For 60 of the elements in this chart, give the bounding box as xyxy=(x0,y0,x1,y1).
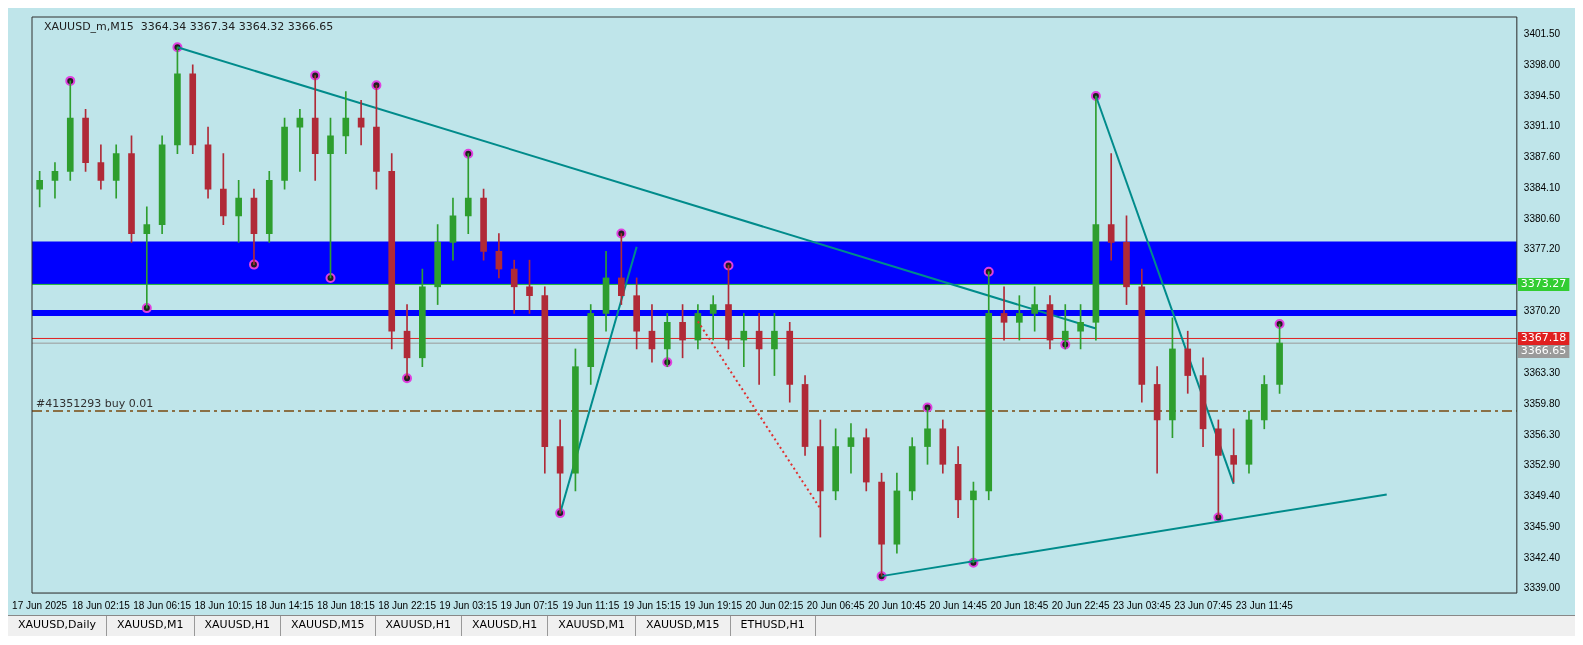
ref-line-label: 3367.18 xyxy=(1520,331,1567,345)
y-tick-label: 3349.40 xyxy=(1523,490,1561,502)
candlestick xyxy=(1000,286,1008,341)
ref-line-label: #41351293 buy 0.01 xyxy=(36,396,154,410)
y-tick-label: 3401.50 xyxy=(1523,27,1561,39)
y-tick-label: 3342.40 xyxy=(1523,552,1561,564)
y-tick-label: 3394.50 xyxy=(1523,89,1561,101)
y-tick-label: 3384.10 xyxy=(1523,182,1561,194)
x-tick-label: 20 Jun 10:45 xyxy=(867,599,927,611)
text: XAUUSD,M1 xyxy=(548,616,636,636)
x-tick-label: 18 Jun 10:15 xyxy=(194,599,253,611)
candlestick xyxy=(709,295,717,341)
point xyxy=(325,272,336,283)
x-tick-label: 18 Jun 14:15 xyxy=(255,599,314,611)
y-tick-label: 3377.20 xyxy=(1523,243,1561,255)
x-tick-label: 19 Jun 19:15 xyxy=(684,599,743,611)
x-tick-label: 18 Jun 02:15 xyxy=(71,599,131,611)
y-tick-label: 3356.30 xyxy=(1523,428,1561,440)
point xyxy=(371,80,382,91)
text: XAUUSD,M1 xyxy=(106,616,195,636)
x-tick-label: 18 Jun 22:15 xyxy=(378,599,437,611)
text: ETHUSD,H1 xyxy=(730,616,816,636)
x-tick-label: 19 Jun 11:15 xyxy=(562,599,620,611)
text: XAUUSD,M15 xyxy=(280,616,376,636)
text: XAUUSD,H1 xyxy=(194,616,281,636)
x-tick-label: 23 Jun 11:45 xyxy=(1235,599,1294,611)
text: XAUUSD,H1 xyxy=(375,616,462,636)
candlestick xyxy=(740,313,748,368)
text: XAUUSD,Daily xyxy=(8,616,107,636)
x-tick-label: 20 Jun 14:45 xyxy=(929,599,988,611)
y-tick-label: 3345.90 xyxy=(1523,521,1561,533)
y-tick-label: 3398.00 xyxy=(1523,58,1561,70)
text: XAUUSD,M15 xyxy=(635,616,731,636)
point xyxy=(1274,319,1285,330)
text: XAUUSD,H1 xyxy=(461,616,549,636)
y-tick-label: 3387.60 xyxy=(1523,150,1561,162)
x-tick-label: 23 Jun 03:45 xyxy=(1112,599,1172,611)
x-tick-label: 20 Jun 22:45 xyxy=(1051,599,1110,611)
x-tick-label: 19 Jun 15:15 xyxy=(623,599,682,611)
y-tick-label: 3370.20 xyxy=(1523,305,1561,317)
x-tick-label: 18 Jun 06:15 xyxy=(133,599,192,611)
x-tick-label: 20 Jun 06:45 xyxy=(806,599,866,611)
x-tick-label: 17 Jun 2025 xyxy=(12,599,68,611)
y-tick-label: 3391.10 xyxy=(1523,119,1561,131)
y-tick-label: 3380.60 xyxy=(1523,213,1561,225)
x-tick-label: 23 Jun 07:45 xyxy=(1174,599,1233,611)
x-tick-label: 19 Jun 03:15 xyxy=(439,599,498,611)
y-tick-label: 3352.90 xyxy=(1523,458,1561,470)
x-tick-label: 20 Jun 02:15 xyxy=(745,599,804,611)
y-tick-label: 3339.00 xyxy=(1523,582,1561,594)
x-tick-label: 18 Jun 18:15 xyxy=(316,599,376,611)
y-tick-label: 3359.80 xyxy=(1523,397,1561,409)
chart-title: XAUUSD_m,M15 3364.34 3367.34 3364.32 3366.65 xyxy=(44,19,334,33)
x-tick-label: 19 Jun 07:15 xyxy=(500,599,559,611)
ref-line-label: 3366.65 xyxy=(1520,344,1567,358)
candlestick xyxy=(1107,153,1115,261)
candlestick xyxy=(847,423,855,474)
ref-line-label: 3373.27 xyxy=(1520,277,1567,291)
x-tick-label: 20 Jun 18:45 xyxy=(990,599,1049,611)
y-tick-label: 3363.30 xyxy=(1523,366,1561,378)
